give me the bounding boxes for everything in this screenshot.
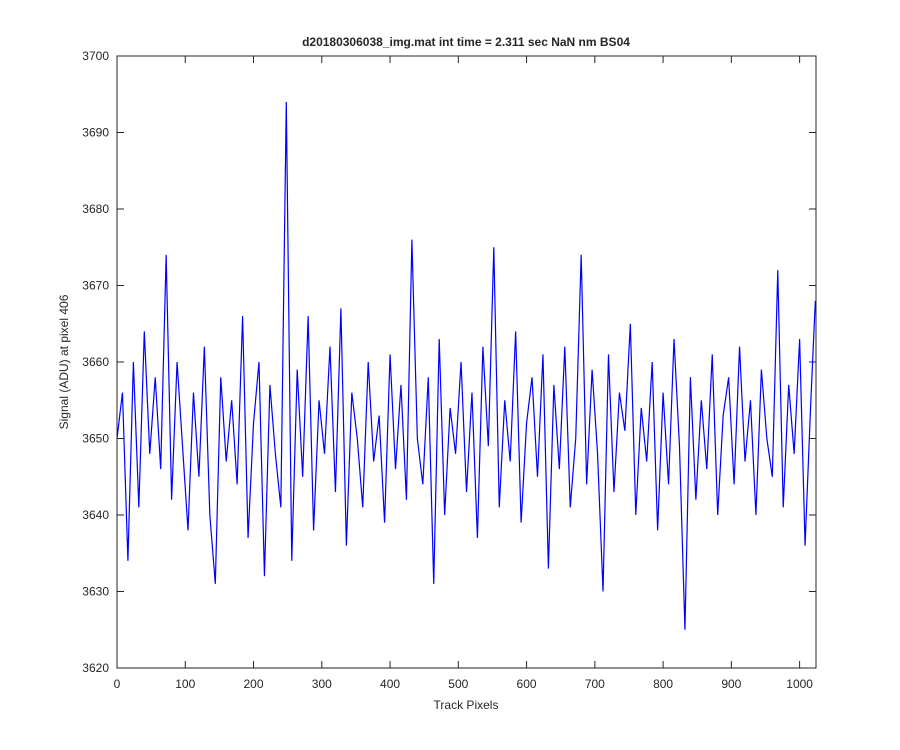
x-tick-label: 0: [114, 677, 121, 691]
y-tick-label: 3690: [82, 126, 109, 140]
y-tick-label: 3620: [82, 661, 109, 675]
y-tick-label: 3680: [82, 202, 109, 216]
data-line: [116, 101, 816, 630]
y-tick-label: 3700: [82, 49, 109, 63]
y-tick-label: 3630: [82, 585, 109, 599]
y-tick-label: 3670: [82, 279, 109, 293]
x-tick-label: 900: [721, 677, 741, 691]
y-axis-label: Signal (ADU) at pixel 406: [57, 294, 71, 429]
y-tick-label: 3660: [82, 355, 109, 369]
axes-box: [116, 55, 817, 669]
x-tick-label: 300: [312, 677, 332, 691]
y-tick-label: 3640: [82, 508, 109, 522]
x-axis-label: Track Pixels: [434, 698, 499, 712]
x-tick-label: 800: [653, 677, 673, 691]
x-tick-label: 600: [517, 677, 537, 691]
y-tick-label: 3650: [82, 432, 109, 446]
x-tick-label: 700: [585, 677, 605, 691]
chart-title: d20180306038_img.mat int time = 2.311 se…: [302, 35, 630, 49]
x-tick-label: 200: [244, 677, 264, 691]
plot-area: [117, 56, 816, 668]
x-tick-label: 400: [380, 677, 400, 691]
x-tick-label: 500: [448, 677, 468, 691]
x-tick-label: 100: [175, 677, 195, 691]
x-tick-label: 1000: [786, 677, 813, 691]
